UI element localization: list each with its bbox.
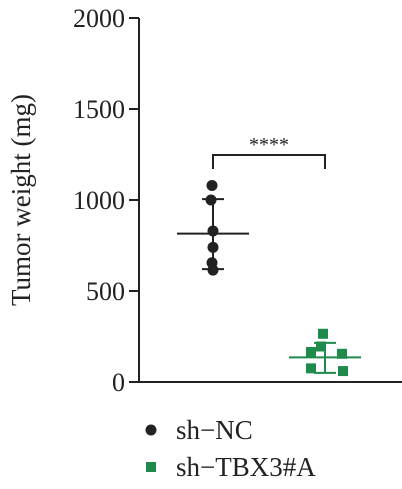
data-point (337, 348, 347, 359)
y-tick-label: 2000 (73, 4, 125, 33)
data-point (318, 328, 328, 339)
data-point (306, 346, 316, 357)
y-tick-label: 500 (86, 277, 125, 306)
y-tick-label: 1000 (73, 186, 125, 215)
legend-label: sh−TBX3#A (176, 452, 316, 482)
data-point (306, 363, 316, 374)
y-tick-label: 0 (112, 368, 125, 397)
legend-marker (145, 424, 157, 436)
data-point (316, 341, 326, 352)
y-axis-ticks: 0 500 1000 1500 2000 (73, 4, 139, 397)
legend: sh−NC sh−TBX3#A (145, 415, 316, 482)
data-point (338, 366, 348, 377)
legend-marker (146, 462, 156, 472)
significance-bracket (212, 154, 326, 169)
data-point (207, 241, 219, 253)
data-point (207, 264, 219, 276)
data-point (207, 225, 219, 237)
data-point (205, 194, 217, 206)
series-group-0 (177, 179, 249, 276)
legend-entry: sh−NC (145, 415, 253, 445)
y-tick-label: 1500 (73, 95, 125, 124)
significance-stars: **** (249, 134, 289, 156)
y-axis-title: Tumor weight (mg) (6, 94, 36, 306)
data-series (177, 179, 361, 377)
significance-annotations: **** (212, 134, 326, 169)
data-point (206, 179, 218, 191)
legend-label: sh−NC (176, 415, 253, 445)
legend-entry: sh−TBX3#A (146, 452, 316, 482)
series-group-1 (289, 328, 361, 377)
